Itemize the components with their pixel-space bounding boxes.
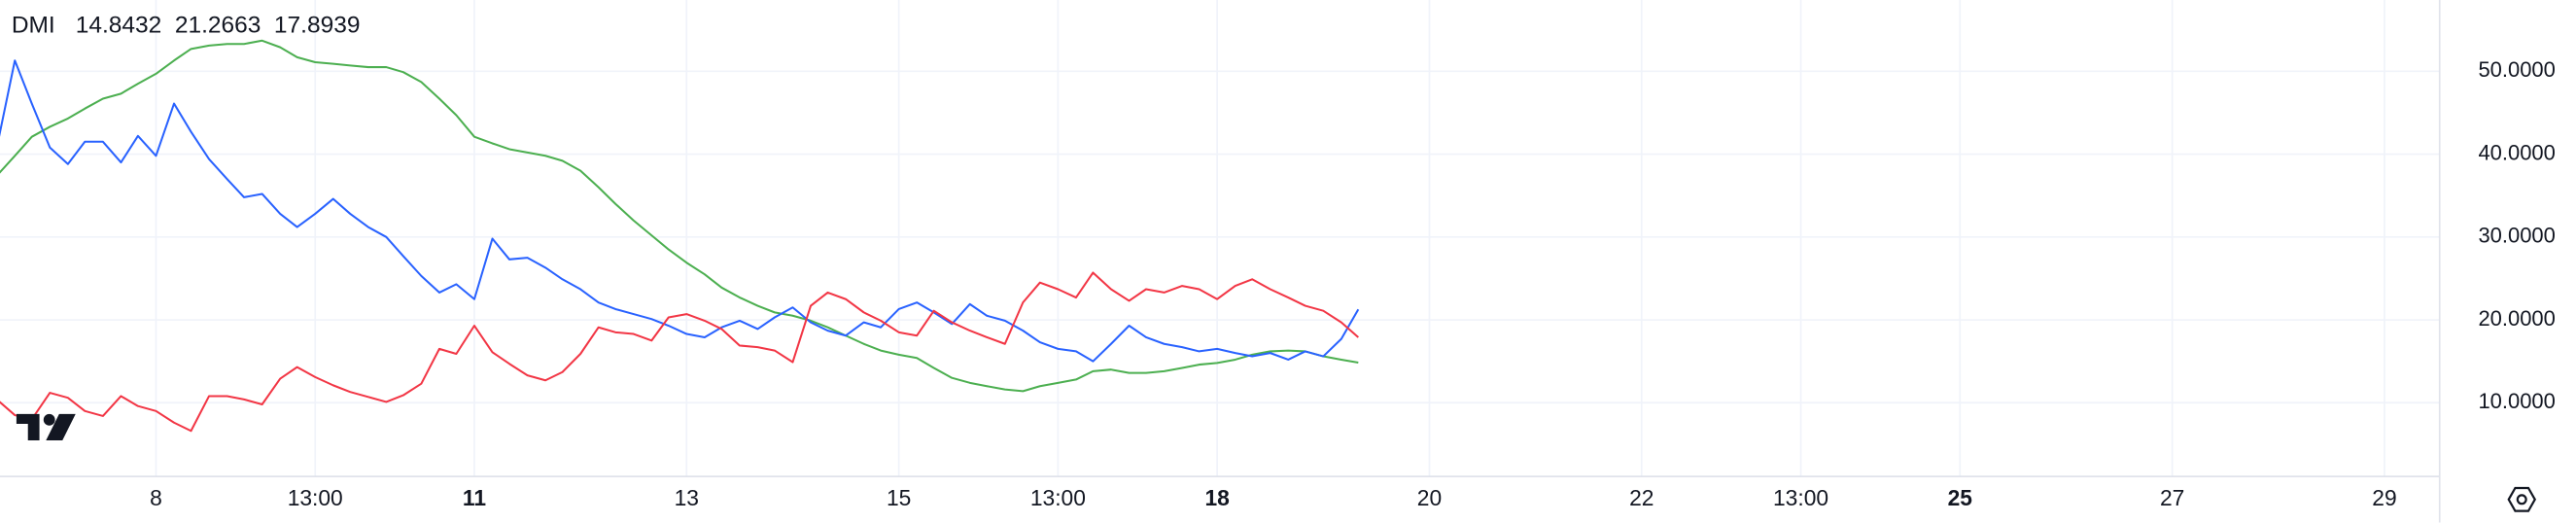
x-tick-label: 20 [1417, 485, 1442, 510]
x-tick-label: 15 [887, 485, 911, 510]
y-tick-label: 50.0000 [2478, 57, 2555, 82]
x-tick-label: 25 [1948, 485, 1973, 510]
legend: DMI 14.8432 21.2663 17.8939 [12, 13, 361, 39]
settings-icon[interactable] [2516, 494, 2527, 506]
legend-value: 14.8432 [76, 13, 162, 39]
legend-value: 17.8939 [274, 13, 361, 39]
y-tick-label: 30.0000 [2478, 224, 2555, 248]
logo-part [16, 413, 40, 440]
y-tick-label: 10.0000 [2478, 389, 2555, 413]
x-tick-label: 18 [1204, 485, 1229, 510]
plot [0, 39, 1360, 433]
logo-part [43, 413, 55, 426]
settings-button[interactable] [2507, 486, 2537, 512]
logo [16, 413, 76, 440]
settings-icon[interactable] [2507, 486, 2537, 512]
logo-part [46, 413, 76, 440]
x-tick-label: 13 [675, 485, 699, 510]
y-tick-label: 20.0000 [2478, 306, 2555, 331]
x-tick-label: 8 [150, 485, 162, 510]
y-tick-label: 40.0000 [2478, 140, 2555, 164]
x-tick-label: 13:00 [1030, 485, 1086, 510]
x-tick-label: 27 [2160, 485, 2184, 510]
series-line [0, 271, 1359, 433]
x-tick-label: 22 [1629, 485, 1654, 510]
x-tick-label: 29 [2372, 485, 2396, 510]
series-line [0, 59, 1360, 363]
series-line [0, 39, 1359, 393]
labels: 10.0000 20.0000 30.0000 40.0000 50.0000 8 13:0… [150, 57, 2556, 510]
indicator-title: DMI [12, 13, 55, 39]
grid [0, 0, 2440, 477]
x-tick-label: 13:00 [288, 485, 343, 510]
legend-value: 21.2663 [175, 13, 261, 39]
x-tick-label: 13:00 [1773, 485, 1828, 510]
x-tick-label: 11 [463, 485, 486, 510]
